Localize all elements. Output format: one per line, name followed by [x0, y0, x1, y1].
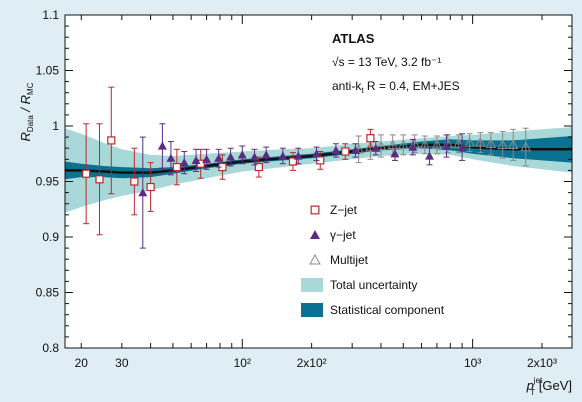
data-point [288, 157, 298, 166]
jet-algo-label: anti-kt R = 0.4, EM+JES [332, 79, 460, 95]
x-title-sup: jet [533, 376, 543, 385]
series-open-triangle [353, 127, 532, 167]
axes: 0.8 0.85 0.9 0.95 1 1.05 1.1 20 30 10² 2x10² 10³ 2x1… [36, 8, 573, 370]
y-title-sep: / R [18, 95, 33, 115]
x-tick-label: 2x10³ [527, 356, 557, 370]
data-point [261, 150, 271, 159]
data-point [371, 143, 381, 152]
data-point [453, 138, 465, 148]
data-point [520, 141, 532, 152]
data-point [341, 147, 350, 156]
y-tick-label: 1.1 [42, 8, 59, 22]
data-point [387, 139, 399, 149]
data-point [431, 139, 443, 149]
data-point [375, 140, 387, 151]
data-point [146, 182, 155, 192]
y-tick-label: 0.95 [36, 175, 60, 189]
jet-algo-sub: t [361, 86, 364, 95]
data-point [331, 145, 341, 155]
data-points [82, 86, 532, 249]
data-point [166, 153, 176, 162]
x-tick-label: 20 [75, 356, 89, 370]
data-point [179, 158, 189, 167]
y-tick-label: 0.85 [36, 286, 60, 300]
annotation-block: ATLAS √s = 13 TeV, 3.2 fb⁻¹ anti-kt R = … [332, 31, 460, 95]
y-axis-title: RData / RMC [18, 82, 35, 141]
data-point [390, 149, 400, 158]
data-point [293, 151, 303, 160]
data-point [138, 188, 148, 197]
data-point [191, 155, 201, 165]
x-tick-label: 2x10² [297, 356, 327, 370]
data-point [408, 142, 418, 151]
x-tick-label: 10³ [464, 356, 481, 370]
x-tick-label: 10² [234, 356, 251, 370]
legend-marker [310, 230, 320, 239]
data-point [350, 145, 360, 155]
legend-label: Z−jet [330, 203, 358, 217]
data-point [419, 139, 431, 149]
legend-marker [310, 205, 320, 215]
data-point [107, 136, 116, 145]
data-point [441, 141, 451, 150]
data-point [130, 177, 139, 186]
y-axis-title-text: RData / RMC [18, 82, 35, 141]
data-point [507, 139, 519, 149]
data-point [366, 134, 375, 143]
x-tick-label: 30 [115, 356, 129, 370]
data-point [214, 153, 224, 162]
y-tick-label: 1.05 [36, 64, 60, 78]
data-point [397, 139, 409, 149]
x-axis-title: pjet T [GeV] [526, 376, 572, 397]
data-point [249, 152, 259, 161]
data-point [157, 141, 167, 150]
jet-algo-rest: R = 0.4, EM+JES [364, 79, 460, 93]
data-point [485, 138, 497, 148]
data-point [237, 150, 247, 159]
legend-label: Statistical component [330, 303, 445, 317]
legend-swatch-stat [301, 303, 323, 317]
jet-algo-prefix: anti-k [332, 79, 362, 93]
data-point [95, 175, 104, 184]
data-point [497, 139, 509, 149]
y-title-main: R [18, 132, 33, 141]
y-tick-label: 1 [52, 119, 59, 133]
legend-label: Total uncertainty [330, 278, 417, 292]
y-title-sub2: MC [26, 82, 35, 95]
data-point [82, 169, 91, 178]
data-point [474, 137, 486, 147]
legend-label: Multijet [330, 253, 369, 267]
x-title-main: p [526, 378, 534, 393]
data-point [278, 151, 288, 160]
data-point [202, 154, 212, 163]
data-point [457, 142, 467, 151]
legend-swatch-total [301, 278, 323, 292]
legend-marker [309, 254, 321, 265]
x-title-sub: T [530, 388, 535, 397]
legend-label: γ−jet [330, 228, 356, 242]
data-point [425, 151, 435, 160]
y-tick-label: 0.9 [42, 230, 59, 244]
x-axis-title-text: pjet T [GeV] [526, 376, 572, 397]
data-point [172, 162, 181, 172]
data-point [464, 137, 475, 147]
legend: Z−jet γ−jet Multijet Total uncertainty Stati… [301, 203, 445, 317]
data-point [226, 152, 236, 161]
y-title-sub1: Data [26, 115, 35, 132]
chart-title: ATLAS [332, 31, 375, 46]
y-tick-label: 0.8 [42, 341, 59, 355]
data-point [254, 162, 263, 172]
series-filled-triangle [138, 123, 467, 249]
data-point [311, 149, 321, 158]
x-title-unit: [GeV] [535, 378, 572, 393]
energy-lumi-label: √s = 13 TeV, 3.2 fb⁻¹ [332, 55, 441, 69]
